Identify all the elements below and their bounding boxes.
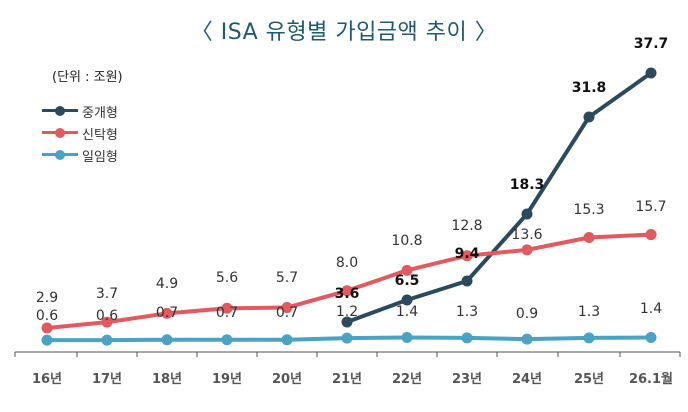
data-point-s1-1	[101, 316, 113, 328]
data-label-s1-2: 4.9	[156, 276, 178, 292]
series-line-0	[346, 71, 653, 324]
x-tick-label-7: 23년	[452, 372, 482, 387]
x-tick-label-6: 22년	[392, 372, 422, 387]
data-label-s2-5: 1.2	[336, 304, 358, 320]
unit-label: (단위 : 조원)	[52, 70, 123, 85]
data-label-s1-0: 2.9	[36, 290, 58, 306]
data-point-s2-9	[583, 332, 595, 344]
data-point-s1-4	[281, 302, 293, 314]
data-point-s1-8	[521, 244, 533, 256]
data-label-s2-3: 0.7	[216, 305, 238, 321]
data-label-s1-9: 15.3	[573, 202, 604, 218]
legend-label: 일임형	[82, 149, 118, 165]
data-label-s1-1: 3.7	[96, 286, 118, 302]
data-label-s1-10: 15.7	[635, 199, 666, 215]
data-point-s0-7	[461, 275, 473, 287]
legend-item-2: 일임형	[40, 144, 118, 166]
data-label-s2-1: 0.6	[96, 308, 118, 324]
data-label-s0-9: 31.8	[572, 80, 607, 96]
data-point-s0-8	[521, 208, 533, 220]
legend-swatch-icon	[40, 148, 80, 162]
data-point-s1-10	[645, 229, 657, 241]
x-tick-label-9: 25년	[574, 372, 604, 387]
chart-title: 〈 ISA 유형별 가입금액 추이 〉	[190, 20, 498, 45]
data-label-s0-5: 3.6	[335, 286, 360, 302]
legend-swatch-icon	[40, 104, 80, 118]
x-tick-label-3: 19년	[212, 372, 242, 387]
data-point-s2-4	[281, 334, 293, 346]
data-point-s2-6	[401, 332, 413, 344]
data-point-s1-2	[161, 307, 173, 319]
data-label-s2-7: 1.3	[456, 304, 478, 320]
data-point-s0-9	[583, 111, 595, 123]
data-label-s2-8: 0.9	[516, 306, 538, 322]
legend-item-0: 중개형	[40, 100, 118, 122]
data-point-s1-3	[221, 302, 233, 314]
data-label-s1-3: 5.6	[216, 270, 238, 286]
data-label-s0-6: 6.5	[395, 273, 420, 289]
x-tick-label-1: 17년	[92, 372, 122, 387]
data-label-s1-8: 13.6	[511, 227, 542, 243]
x-tick-label-5: 21년	[332, 372, 362, 387]
x-tick-label-4: 20년	[272, 372, 302, 387]
data-label-s2-6: 1.4	[396, 304, 418, 320]
data-point-s0-5	[341, 316, 353, 328]
data-point-s2-1	[101, 334, 113, 346]
data-point-s1-5	[341, 285, 353, 297]
x-tick-label-10: 26.1월	[629, 371, 673, 387]
data-point-s2-2	[161, 334, 173, 346]
data-point-s0-6	[401, 294, 413, 306]
data-label-s2-9: 1.3	[578, 304, 600, 320]
data-point-s2-10	[645, 332, 657, 344]
data-point-s1-0	[41, 322, 53, 334]
legend-label: 신탁형	[82, 127, 118, 143]
data-point-s0-10	[645, 67, 657, 79]
data-label-s0-10: 37.7	[634, 36, 669, 52]
data-point-s2-3	[221, 334, 233, 346]
x-tick-label-0: 16년	[32, 372, 62, 387]
data-point-s2-7	[461, 332, 473, 344]
data-label-s2-10: 1.4	[640, 301, 662, 317]
data-point-s1-9	[583, 231, 595, 243]
data-point-s2-0	[41, 334, 53, 346]
data-label-s2-2: 0.7	[156, 305, 178, 321]
data-label-s1-7: 12.8	[451, 218, 482, 234]
data-point-s1-7	[461, 250, 473, 262]
data-label-s2-4: 0.7	[276, 305, 298, 321]
data-label-s2-0: 0.6	[36, 308, 58, 324]
data-point-s1-6	[401, 264, 413, 276]
data-label-s1-5: 8.0	[336, 255, 358, 271]
data-label-s0-7: 9.4	[455, 246, 480, 262]
x-tick-label-2: 18년	[152, 372, 182, 387]
data-label-s0-8: 18.3	[510, 177, 545, 193]
data-label-s1-6: 10.8	[391, 233, 422, 249]
x-tick-label-8: 24년	[512, 372, 542, 387]
data-point-s2-8	[521, 333, 533, 345]
legend-item-1: 신탁형	[40, 122, 118, 144]
data-point-s2-5	[341, 332, 353, 344]
legend-swatch-icon	[40, 126, 80, 140]
data-label-s1-4: 5.7	[276, 270, 298, 286]
legend-label: 중개형	[82, 105, 118, 121]
